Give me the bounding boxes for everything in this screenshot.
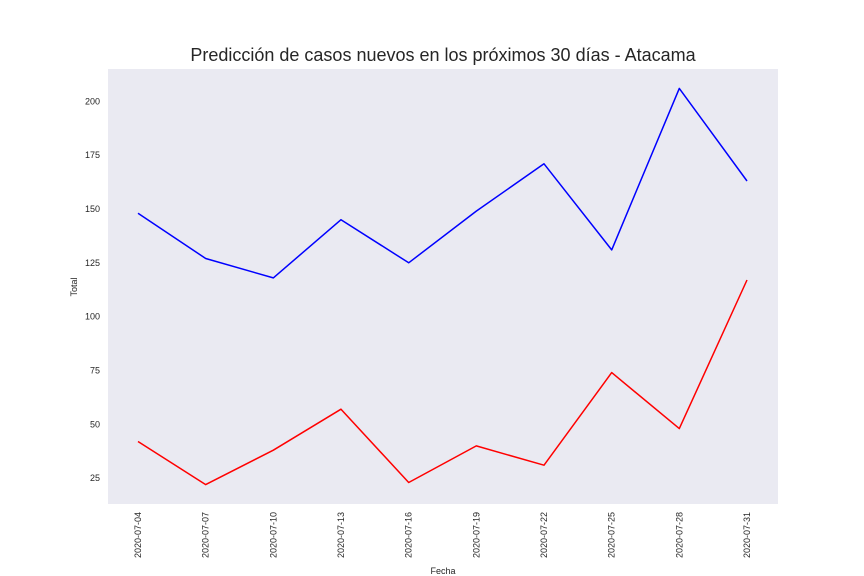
x-tick-label: 2020-07-19	[471, 512, 481, 558]
x-tick-label: 2020-07-25	[607, 512, 617, 558]
y-tick-label: 50	[90, 419, 100, 429]
series-line-2	[137, 279, 748, 486]
x-tick-label: 2020-07-28	[674, 512, 684, 558]
y-axis-label: Total	[69, 277, 79, 296]
x-tick-label: 2020-07-10	[268, 512, 278, 558]
y-tick-label: 125	[85, 258, 100, 268]
x-tick-label: 2020-07-16	[404, 512, 414, 558]
x-tick-label: 2020-07-07	[201, 512, 211, 558]
y-tick-label: 200	[85, 96, 100, 106]
series-lines	[137, 87, 748, 486]
plot-area	[108, 69, 778, 504]
series-line-1	[137, 87, 748, 279]
y-tick-label: 175	[85, 150, 100, 160]
x-tick-label: 2020-07-13	[336, 512, 346, 558]
y-tick-label: 25	[90, 473, 100, 483]
x-tick-label: 2020-07-22	[539, 512, 549, 558]
x-tick-label: 2020-07-31	[742, 512, 752, 558]
y-tick-label: 75	[90, 365, 100, 375]
x-axis-label: Fecha	[430, 566, 455, 576]
y-tick-label: 100	[85, 312, 100, 322]
y-axis: 25 50 75 100 125 150 175 200	[85, 96, 100, 483]
y-tick-label: 150	[85, 204, 100, 214]
x-tick-label: 2020-07-04	[133, 512, 143, 558]
x-axis: 2020-07-04 2020-07-07 2020-07-10 2020-07-13…	[133, 512, 752, 558]
chart-title: Predicción de casos nuevos en los próxim…	[190, 45, 696, 65]
